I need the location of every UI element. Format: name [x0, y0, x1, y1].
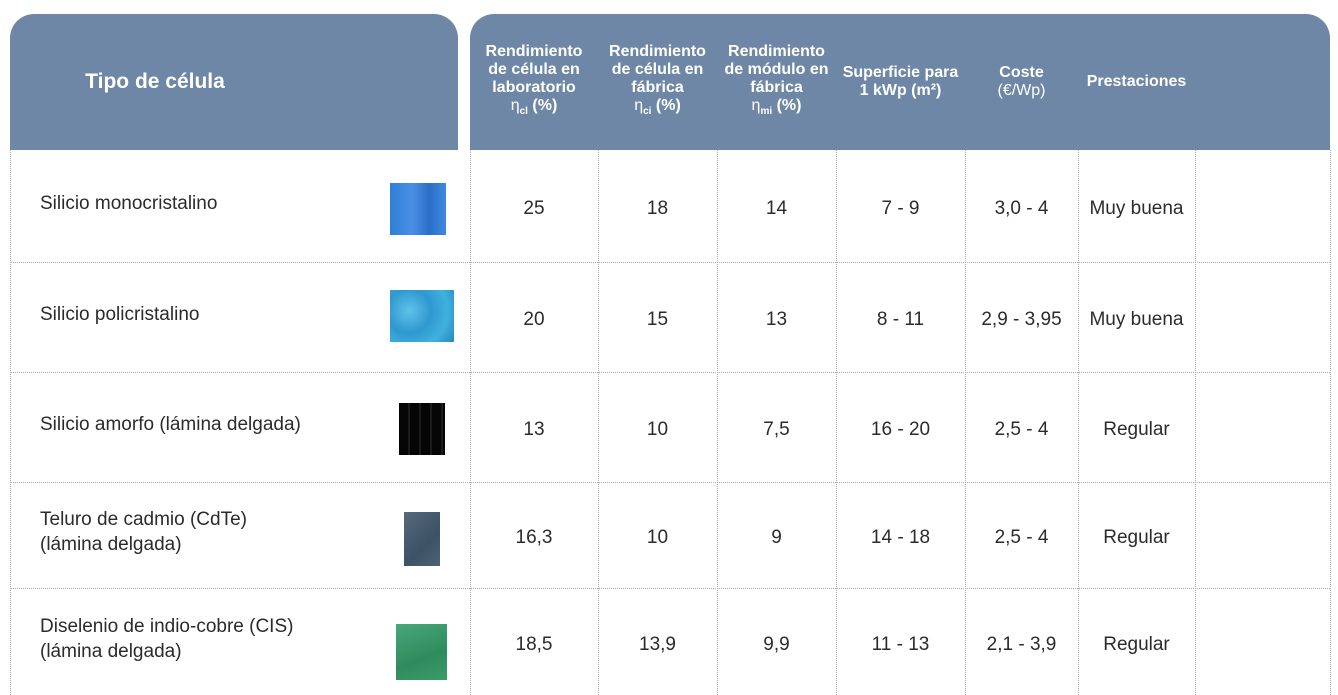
cell-value: 15 [646, 309, 669, 330]
header-unit-line: ηci (%) [634, 97, 681, 121]
cell-name-line: Silicio amorfo (lámina delgada) [40, 413, 301, 435]
header-unit-line: ηcl (%) [511, 97, 558, 121]
cell-value: 20 [523, 309, 545, 330]
header-text: Superficie para 1 kWp (m²) [842, 64, 959, 99]
cell-value: 2,5 - 4 [994, 419, 1049, 440]
cell-swatch [399, 403, 445, 455]
cell-value: Muy buena [1089, 198, 1184, 219]
header-right [470, 14, 1330, 150]
header-text: Prestaciones [1086, 73, 1187, 90]
cell-name: Teluro de cadmio (CdTe) (lámina delgada) [10, 482, 380, 582]
cell-value: 16 - 20 [870, 419, 931, 440]
cell-name: Silicio amorfo (lámina delgada) [10, 372, 380, 476]
header-text: Rendimiento de célula en laboratorio [485, 42, 583, 96]
header-unit-line: ηmi (%) [752, 97, 802, 121]
cell-value: 2,5 - 4 [994, 527, 1049, 548]
header-cell: Rendimiento de célula en laboratorio ηcl … [470, 14, 598, 150]
header-text: Rendimiento de módulo en fábrica [724, 42, 829, 96]
header-text: Coste [999, 64, 1044, 81]
cell-swatch [396, 624, 447, 680]
cell-swatch [404, 512, 440, 566]
column-divider [717, 150, 718, 695]
cell-value: 13 [765, 309, 788, 330]
header-cell: Rendimiento de célula en fábrica ηci (%) [598, 14, 717, 150]
cell-value: 14 [765, 198, 788, 219]
cell-name-line: Silicio monocristalino [40, 192, 218, 214]
column-divider [836, 150, 837, 695]
cell-value: 25 [523, 198, 545, 219]
row-divider [10, 372, 1330, 373]
cell-swatch [390, 290, 454, 342]
cell-value: 13 [523, 419, 545, 440]
cell-value: Regular [1103, 633, 1170, 655]
header-symbol: η [510, 96, 520, 114]
header-symbol: η [634, 96, 644, 114]
cell-value: 10 [646, 527, 669, 548]
column-divider [965, 150, 966, 695]
cell-name: Silicio policristalino [10, 262, 380, 366]
header-unit: (%) [532, 96, 558, 114]
cell-value: Muy buena [1089, 309, 1184, 330]
cell-name-line: (lámina delgada) [40, 640, 182, 662]
cell-name: Silicio monocristalino [10, 150, 380, 256]
row-divider [10, 262, 1330, 263]
header-subscript: mi [760, 106, 773, 118]
cell-value: 9 [771, 527, 782, 548]
column-divider [10, 150, 11, 695]
column-divider [1195, 150, 1196, 695]
header-cell: Prestaciones [1078, 14, 1195, 150]
cell-value: 16,3 [515, 527, 553, 548]
header-unit: (€/Wp) [997, 82, 1046, 99]
cell-value: Regular [1103, 527, 1170, 548]
cell-swatch [390, 183, 446, 235]
cell-value: 7,5 [763, 419, 790, 440]
cell-name-line: Diselenio de indio-cobre (CIS) [40, 615, 294, 637]
cell-name: Diselenio de indio-cobre (CIS) (lámina de… [10, 588, 380, 689]
cell-value: 7 - 9 [881, 198, 920, 219]
header-unit: (%) [655, 96, 681, 114]
cell-value: 13,9 [639, 633, 676, 655]
cell-value: Regular [1103, 419, 1170, 440]
header-cell: Coste (€/Wp) [965, 14, 1078, 150]
cell-value: 14 - 18 [870, 527, 931, 548]
header-cell: Superficie para 1 kWp (m²) [836, 14, 965, 150]
cell-value: 8 - 11 [876, 309, 925, 330]
column-divider [1078, 150, 1079, 695]
header-subscript: cl [519, 106, 528, 118]
cell-name-line: Teluro de cadmio (CdTe) [40, 509, 247, 530]
header-unit-line: (€/Wp) [998, 82, 1046, 100]
header-title: Tipo de célula [85, 70, 225, 93]
cell-value: 2,9 - 3,95 [981, 309, 1062, 330]
cell-value: 9,9 [763, 633, 790, 655]
cell-value: 10 [646, 419, 669, 440]
header-text: Rendimiento de célula en fábrica [609, 42, 706, 96]
cell-value: 18 [646, 198, 669, 219]
header-subscript: ci [643, 106, 652, 118]
cell-value: 3,0 - 4 [994, 198, 1049, 219]
column-divider [598, 150, 599, 695]
header-symbol: η [751, 96, 761, 114]
column-divider [1330, 150, 1331, 695]
cell-name-line: Silicio policristalino [40, 303, 200, 325]
cell-value: 18,5 [515, 633, 553, 655]
header-left: Tipo de célula [10, 14, 458, 150]
cell-value: 2,1 - 3,9 [986, 633, 1057, 655]
cell-name-line: (lámina delgada) [40, 534, 182, 555]
row-divider [10, 482, 1330, 483]
column-divider [470, 150, 471, 695]
header-cell: Rendimiento de módulo en fábrica ηmi (%) [717, 14, 836, 150]
row-divider [10, 588, 1330, 589]
header-unit: (%) [776, 96, 802, 114]
cell-value: 11 - 13 [871, 633, 930, 655]
